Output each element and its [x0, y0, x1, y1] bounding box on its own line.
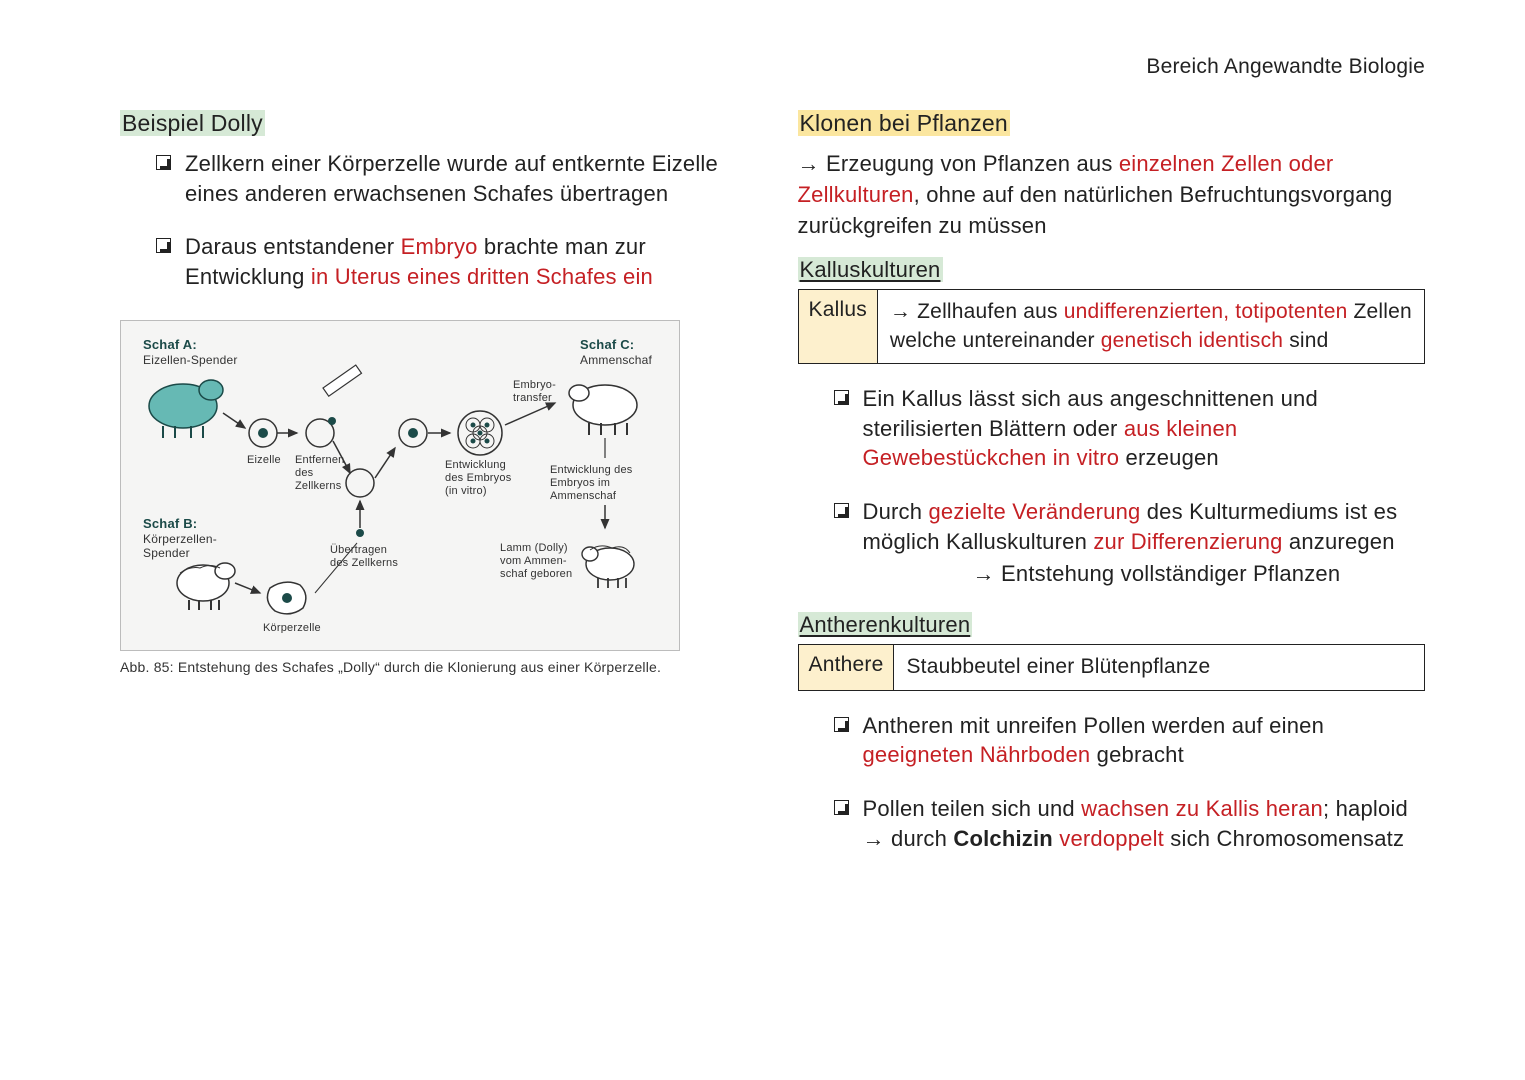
lamm1: Lamm (Dolly) — [500, 542, 568, 554]
schafB-sub2: Spender — [143, 546, 190, 560]
right-intro: → Erzeugung von Pflanzen aus einzelnen Z… — [798, 149, 1426, 241]
right-title: Klonen bei Pflanzen — [798, 110, 1426, 137]
schafB-title: Schaf B: — [143, 516, 197, 531]
bullet-item: Antheren mit unreifen Pollen werden auf … — [834, 711, 1426, 770]
page-content: Beispiel Dolly Zellkern einer Körperzell… — [0, 0, 1525, 917]
entf3: Zellkerns — [295, 480, 342, 492]
anthere-def-label: Anthere — [799, 645, 895, 689]
sheep-a-icon — [149, 380, 223, 438]
kallus-def-content: → Zellhaufen aus undifferenzierten, toti… — [878, 290, 1424, 363]
schafB-sub1: Körperzellen- — [143, 532, 217, 546]
sub-arrow: → Entstehung vollständiger Pflanzen — [973, 559, 1426, 589]
uebertr2: des Zellkerns — [330, 557, 398, 569]
lamb-icon — [582, 546, 634, 588]
left-title: Beispiel Dolly — [120, 110, 748, 137]
diagram-caption: Abb. 85: Entstehung des Schafes „Dolly“ … — [120, 659, 748, 675]
bullet-item: Durch gezielte Veränderung des Kulturmed… — [834, 497, 1426, 588]
kallus-heading-text: Kalluskulturen — [798, 257, 943, 282]
dolly-diagram: Schaf A: Eizellen-Spender Eizelle — [120, 320, 680, 651]
embryo-cluster-icon — [458, 411, 502, 455]
right-title-text: Klonen bei Pflanzen — [798, 110, 1010, 136]
bullet-icon — [834, 503, 849, 518]
entw3: (in vitro) — [445, 485, 487, 497]
embtr1: Embryo- — [513, 379, 556, 391]
bullet-item: Daraus entstandener Embryo brachte man z… — [156, 232, 748, 291]
dolly-svg: Schaf A: Eizellen-Spender Eizelle — [135, 333, 665, 633]
entwAm1: Entwicklung des — [550, 464, 633, 476]
lamm3: schaf geboren — [500, 568, 572, 580]
entw2: des Embryos — [445, 472, 512, 484]
left-column: Beispiel Dolly Zellkern einer Körperzell… — [120, 110, 748, 877]
entwAm3: Ammenschaf — [550, 490, 617, 502]
koerperzelle-label: Körperzelle — [263, 622, 321, 633]
kallus-bullets: Ein Kallus lässt sich aus angeschnittene… — [834, 384, 1426, 588]
kallus-heading: Kalluskulturen — [798, 257, 1426, 283]
bullet-item: Pollen teilen sich und wachsen zu Kallis… — [834, 794, 1426, 853]
bullet-text: Pollen teilen sich und wachsen zu Kallis… — [863, 794, 1426, 853]
left-title-text: Beispiel Dolly — [120, 110, 265, 136]
bullet-item: Zellkern einer Körperzelle wurde auf ent… — [156, 149, 748, 208]
header-subject: Bereich Angewandte Biologie — [1146, 55, 1425, 79]
sheep-b-icon — [177, 563, 235, 610]
schafA-title: Schaf A: — [143, 337, 197, 352]
eizelle-label: Eizelle — [247, 454, 281, 466]
bullet-text: Daraus entstandener Embryo brachte man z… — [185, 232, 748, 291]
schafA-sub: Eizellen-Spender — [143, 353, 238, 367]
schafC-sub: Ammenschaf — [580, 353, 652, 367]
bullet-text: Durch gezielte Veränderung des Kulturmed… — [863, 497, 1426, 588]
entf2: des — [295, 467, 314, 479]
bullet-text: Zellkern einer Körperzelle wurde auf ent… — [185, 149, 748, 208]
schafC-title: Schaf C: — [580, 337, 634, 352]
kallus-def: Kallus → Zellhaufen aus undifferenzierte… — [798, 289, 1426, 364]
bullet-icon — [834, 800, 849, 815]
embtr2: transfer — [513, 392, 552, 404]
anthere-heading-text: Antherenkulturen — [798, 612, 973, 637]
entw1: Entwicklung — [445, 459, 506, 471]
bullet-item: Ein Kallus lässt sich aus angeschnittene… — [834, 384, 1426, 473]
kallus-def-label: Kallus — [799, 290, 878, 363]
anthere-def-content: Staubbeutel einer Blütenpflanze — [894, 645, 1424, 689]
anthere-heading: Antherenkulturen — [798, 612, 1426, 638]
bullet-text: Antheren mit unreifen Pollen werden auf … — [863, 711, 1426, 770]
left-bullets: Zellkern einer Körperzelle wurde auf ent… — [156, 149, 748, 292]
sheep-c-icon — [569, 385, 637, 435]
bullet-icon — [156, 155, 171, 170]
lamm2: vom Ammen- — [500, 555, 567, 567]
entf1: Entfernen — [295, 454, 345, 466]
bullet-icon — [156, 238, 171, 253]
anthere-def: Anthere Staubbeutel einer Blütenpflanze — [798, 644, 1426, 690]
anthere-bullets: Antheren mit unreifen Pollen werden auf … — [834, 711, 1426, 854]
bullet-icon — [834, 717, 849, 732]
uebertr1: Übertragen — [330, 544, 387, 556]
bullet-text: Ein Kallus lässt sich aus angeschnittene… — [863, 384, 1426, 473]
bullet-icon — [834, 390, 849, 405]
right-column: Klonen bei Pflanzen → Erzeugung von Pfla… — [798, 110, 1426, 877]
entwAm2: Embryos im — [550, 477, 610, 489]
